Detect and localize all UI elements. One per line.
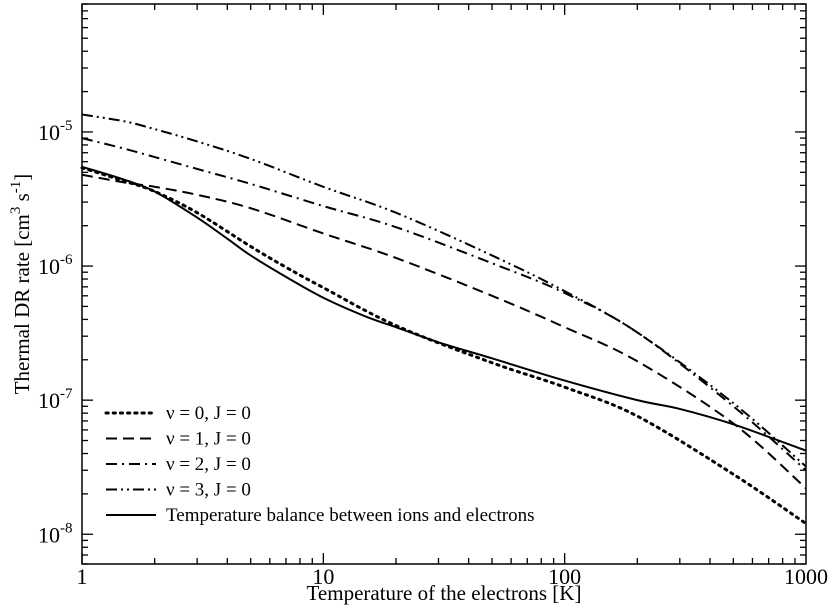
series-line-1 [81,173,807,490]
y-axis-title-mid: s [10,193,34,206]
y-axis-title-exp2: -1 [8,181,24,194]
y-axis-title-base: Thermal DR rate [cm [10,214,34,394]
axis-ticks [81,3,806,565]
y-tick-label: 10-5 [38,118,73,145]
x-tick-label: 10 [312,564,334,589]
y-axis-title-end: ] [10,174,34,181]
y-tick-label: 10-8 [38,520,73,547]
legend: ν = 0, J = 0 ν = 1, J = 0 ν = 2, J = 0 ν = … [104,403,534,526]
y-tick-label: 10-7 [38,386,73,413]
legend-label-1: ν = 1, J = 0 [166,429,251,450]
legend-label-4: Temperature balance between ions and ele… [166,505,534,526]
series-lines [80,113,808,526]
x-tick-label: 1 [77,564,88,589]
y-tick-label: 10-6 [38,252,73,279]
plot-frame [81,3,807,565]
series-line-3 [81,113,807,468]
legend-label-3: ν = 3, J = 0 [166,480,251,501]
tick-labels: 1 10 100 1000 10-8 10-7 10-6 10-5 [38,118,828,589]
y-axis-title-exp1: 3 [8,207,24,215]
legend-label-2: ν = 2, J = 0 [166,454,251,475]
y-axis-title: Thermal DR rate [cm3 s-1] [8,174,34,395]
x-axis-title: Temperature of the electrons [K] [307,581,582,605]
x-tick-label: 1000 [784,564,828,589]
series-line-2 [81,137,807,472]
legend-label-0: ν = 0, J = 0 [166,403,251,424]
series-line-4 [81,165,807,452]
x-tick-label: 100 [548,564,581,589]
